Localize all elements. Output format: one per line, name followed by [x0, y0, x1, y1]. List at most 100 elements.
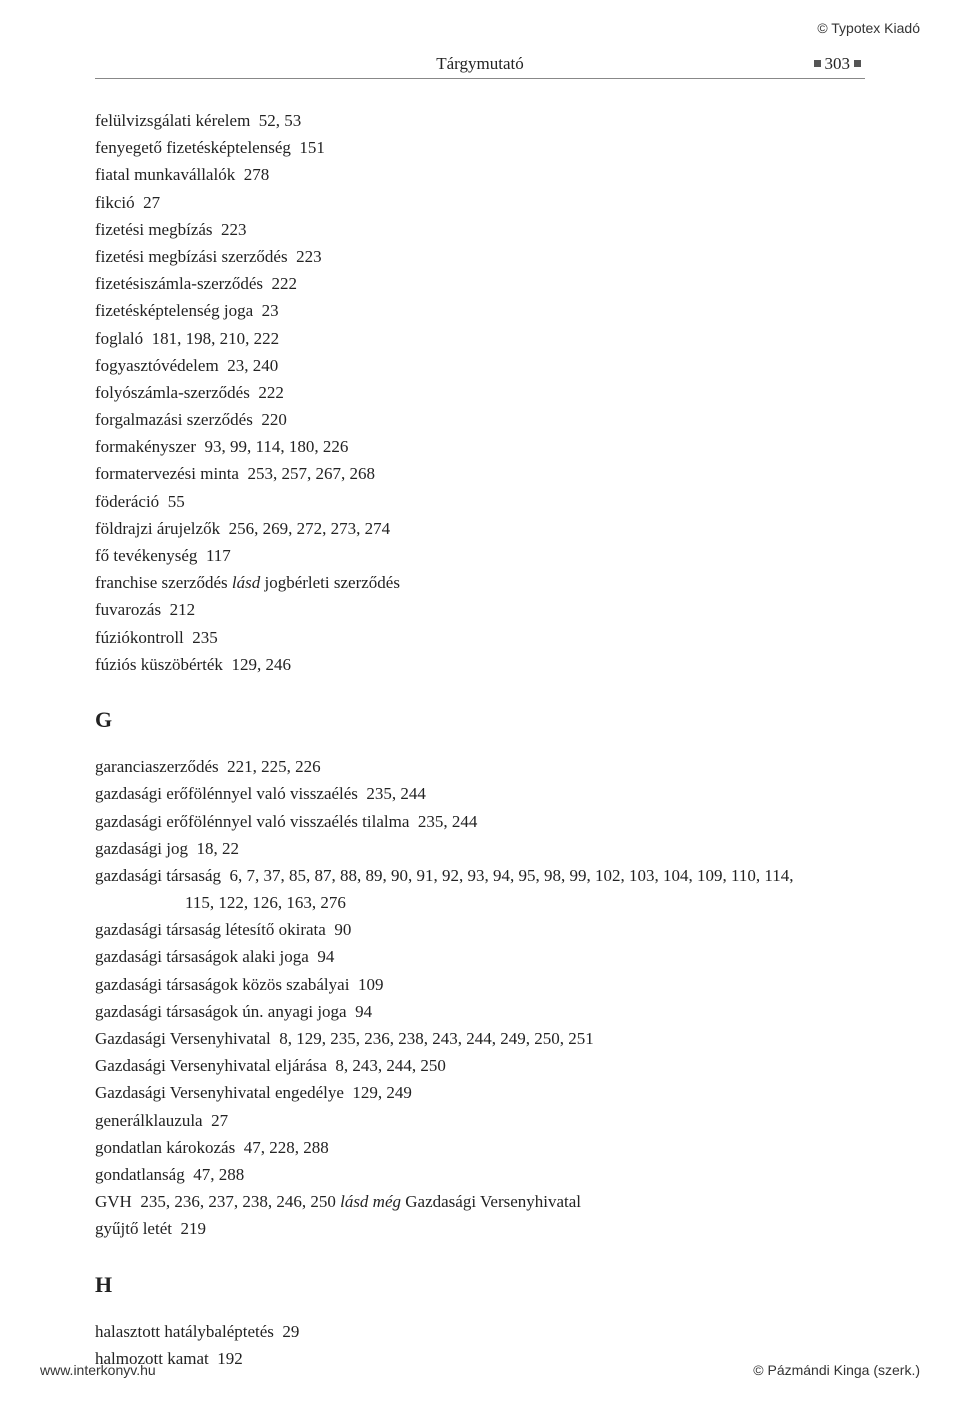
index-term: gazdasági jog [95, 839, 188, 858]
index-entry: gazdasági társaságok alaki joga 94 [95, 943, 865, 970]
footer: www.interkonyv.hu © Pázmándi Kinga (szer… [40, 1362, 920, 1378]
index-entry: gazdasági erőfölénnyel való visszaélés t… [95, 808, 865, 835]
index-see-target: Gazdasági Versenyhivatal [405, 1192, 581, 1211]
index-pages: 223 [221, 220, 247, 239]
running-head-center: Tárgymutató [352, 54, 609, 74]
index-pages: 6, 7, 37, 85, 87, 88, 89, 90, 91, 92, 93… [230, 866, 794, 885]
index-entry: gazdasági társaság 6, 7, 37, 85, 87, 88,… [95, 862, 865, 889]
index-entry: föderáció 55 [95, 488, 865, 515]
index-pages: 129, 246 [231, 655, 291, 674]
index-term: gazdasági társaság létesítő okirata [95, 920, 326, 939]
index-block-g: garanciaszerződés 221, 225, 226gazdasági… [95, 753, 865, 1242]
index-term: garanciaszerződés [95, 757, 219, 776]
page-number: 303 [825, 54, 851, 73]
index-term: Gazdasági Versenyhivatal [95, 1029, 271, 1048]
index-term: földrajzi árujelzők [95, 519, 220, 538]
index-see-target: jogbérleti szerződés [264, 573, 399, 592]
index-entry: franchise szerződés lásd jogbérleti szer… [95, 569, 865, 596]
index-term: fikció [95, 193, 135, 212]
index-term: gazdasági erőfölénnyel való visszaélés [95, 784, 358, 803]
index-term: fenyegető fizetésképtelenség [95, 138, 291, 157]
index-entry: fúziós küszöbérték 129, 246 [95, 651, 865, 678]
index-entry: fiatal munkavállalók 278 [95, 161, 865, 188]
index-term: forgalmazási szerződés [95, 410, 253, 429]
index-pages: 52, 53 [259, 111, 302, 130]
footer-right: © Pázmándi Kinga (szerk.) [753, 1362, 920, 1378]
publisher-credit-top: © Typotex Kiadó [817, 20, 920, 36]
footer-left: www.interkonyv.hu [40, 1362, 156, 1378]
index-pages: 235, 244 [418, 812, 478, 831]
index-term: fizetésképtelenség joga [95, 301, 253, 320]
index-term: gazdasági társaságok ún. anyagi joga [95, 1002, 347, 1021]
index-pages: 23 [262, 301, 279, 320]
index-entry: Gazdasági Versenyhivatal 8, 129, 235, 23… [95, 1025, 865, 1052]
index-entries: felülvizsgálati kérelem 52, 53fenyegető … [95, 107, 865, 1372]
index-term: fuvarozás [95, 600, 161, 619]
index-pages: 55 [168, 492, 185, 511]
index-entry: földrajzi árujelzők 256, 269, 272, 273, … [95, 515, 865, 542]
index-pages: 219 [180, 1219, 206, 1238]
index-see: lásd [232, 573, 260, 592]
index-term: fő tevékenység [95, 546, 197, 565]
index-pages: 94 [355, 1002, 372, 1021]
index-term: foglaló [95, 329, 143, 348]
index-pages: 235, 236, 237, 238, 246, 250 [140, 1192, 336, 1211]
running-head-right: 303 [608, 54, 865, 74]
index-entry-continuation: 115, 122, 126, 163, 276 [95, 889, 865, 916]
index-term: fúziókontroll [95, 628, 184, 647]
index-pages: 235, 244 [366, 784, 426, 803]
index-entry: gondatlanság 47, 288 [95, 1161, 865, 1188]
index-entry: garanciaszerződés 221, 225, 226 [95, 753, 865, 780]
index-term: generálklauzula [95, 1111, 203, 1130]
index-term: gondatlanság [95, 1165, 185, 1184]
section-letter-h: H [95, 1267, 865, 1302]
index-pages: 18, 22 [197, 839, 240, 858]
index-pages: 181, 198, 210, 222 [152, 329, 280, 348]
index-pages: 27 [143, 193, 160, 212]
index-pages: 222 [258, 383, 284, 402]
index-pages: 23, 240 [227, 356, 278, 375]
index-entry: gazdasági erőfölénnyel való visszaélés 2… [95, 780, 865, 807]
index-entry: fizetési megbízás 223 [95, 216, 865, 243]
index-entry: formatervezési minta 253, 257, 267, 268 [95, 460, 865, 487]
index-entry: Gazdasági Versenyhivatal engedélye 129, … [95, 1079, 865, 1106]
index-term: formatervezési minta [95, 464, 239, 483]
index-entry: foglaló 181, 198, 210, 222 [95, 325, 865, 352]
index-entry: fizetésiszámla-szerződés 222 [95, 270, 865, 297]
index-entry: gazdasági jog 18, 22 [95, 835, 865, 862]
index-term: folyószámla-szerződés [95, 383, 250, 402]
index-pages: 235 [192, 628, 218, 647]
index-entry: folyószámla-szerződés 222 [95, 379, 865, 406]
index-term: fizetési megbízási szerződés [95, 247, 288, 266]
index-pages: 29 [282, 1322, 299, 1341]
index-entry: gazdasági társaságok ún. anyagi joga 94 [95, 998, 865, 1025]
index-term: Gazdasági Versenyhivatal engedélye [95, 1083, 344, 1102]
index-term: föderáció [95, 492, 159, 511]
index-pages: 212 [170, 600, 196, 619]
index-see: lásd még [340, 1192, 401, 1211]
index-pages: 256, 269, 272, 273, 274 [229, 519, 391, 538]
index-term: gazdasági társaság [95, 866, 221, 885]
index-pages: 117 [206, 546, 231, 565]
index-term: gazdasági társaságok alaki joga [95, 947, 309, 966]
index-term: GVH [95, 1192, 132, 1211]
index-pages: 220 [261, 410, 287, 429]
index-pages: 8, 243, 244, 250 [335, 1056, 446, 1075]
index-entry: fizetési megbízási szerződés 223 [95, 243, 865, 270]
index-pages: 129, 249 [352, 1083, 412, 1102]
index-entry: gazdasági társaságok közös szabályai 109 [95, 971, 865, 998]
index-term: gondatlan károkozás [95, 1138, 235, 1157]
index-entry: fizetésképtelenség joga 23 [95, 297, 865, 324]
index-entry: forgalmazási szerződés 220 [95, 406, 865, 433]
index-term: fizetési megbízás [95, 220, 213, 239]
index-pages: 151 [299, 138, 325, 157]
index-term: fogyasztóvédelem [95, 356, 219, 375]
index-pages: 109 [358, 975, 384, 994]
index-entry: fikció 27 [95, 189, 865, 216]
square-icon [814, 60, 821, 67]
index-pages: 221, 225, 226 [227, 757, 321, 776]
index-entry: generálklauzula 27 [95, 1107, 865, 1134]
index-entry: fenyegető fizetésképtelenség 151 [95, 134, 865, 161]
index-entry: fő tevékenység 117 [95, 542, 865, 569]
index-term: franchise szerződés [95, 573, 228, 592]
